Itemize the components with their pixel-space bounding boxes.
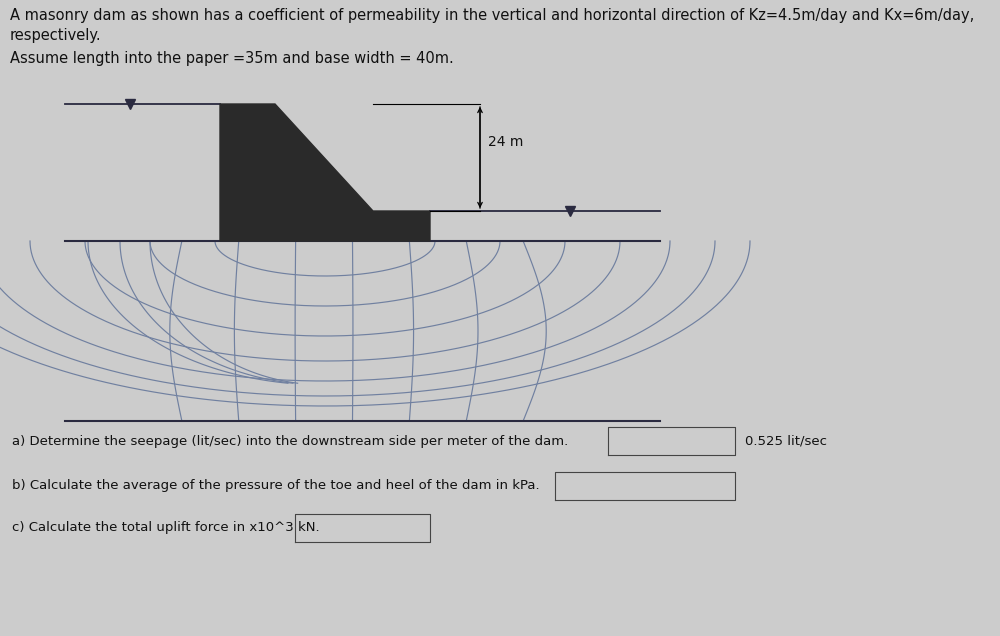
Text: c) Calculate the total uplift force in x10^3 kN.: c) Calculate the total uplift force in x… <box>12 522 320 534</box>
Text: A masonry dam as shown has a coefficient of permeability in the vertical and hor: A masonry dam as shown has a coefficient… <box>10 8 974 23</box>
Text: 0.525 lit/sec: 0.525 lit/sec <box>745 434 827 448</box>
Text: b) Calculate the average of the pressure of the toe and heel of the dam in kPa.: b) Calculate the average of the pressure… <box>12 480 540 492</box>
Text: Assume length into the paper =35m and base width = 40m.: Assume length into the paper =35m and ba… <box>10 51 454 66</box>
Text: 24 m: 24 m <box>488 135 523 149</box>
Polygon shape <box>220 104 430 241</box>
Text: respectively.: respectively. <box>10 28 102 43</box>
Text: a) Determine the seepage (lit/sec) into the downstream side per meter of the dam: a) Determine the seepage (lit/sec) into … <box>12 434 568 448</box>
